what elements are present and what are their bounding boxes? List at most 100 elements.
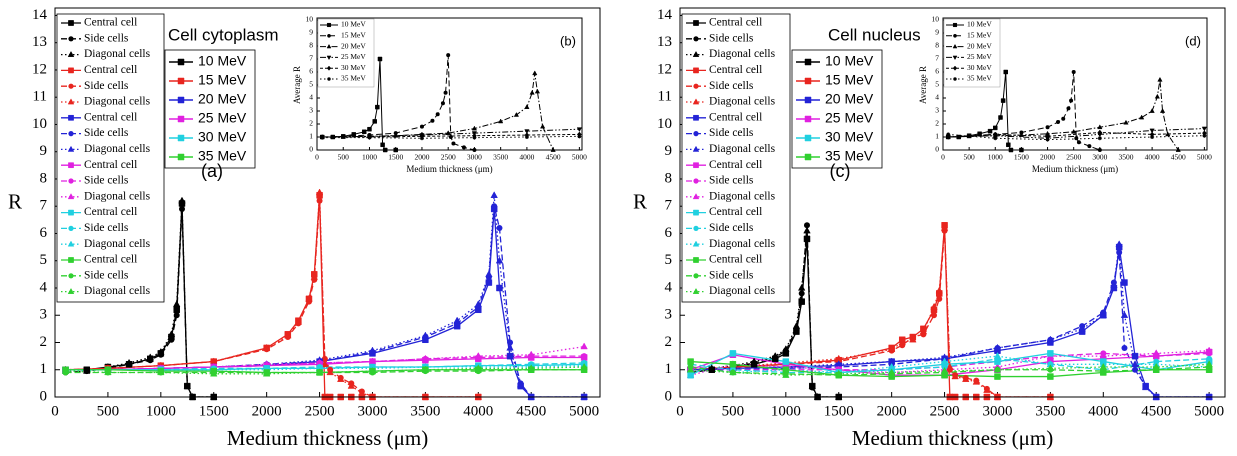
marker (168, 336, 175, 343)
x-axis-label: Medium thickness (μm) (1032, 164, 1118, 174)
legend-label: Central cell (84, 64, 137, 76)
y-tick-label: 10 (657, 116, 672, 132)
marker (804, 134, 812, 142)
x-tick-label: 4000 (519, 153, 534, 162)
marker (419, 136, 424, 141)
marker (474, 392, 483, 400)
marker (377, 56, 383, 62)
marker (1087, 144, 1092, 149)
marker (1116, 249, 1123, 256)
marker (435, 112, 440, 117)
marker (125, 358, 133, 366)
legend-label: 20 MeV (967, 41, 992, 50)
legend-label: 35 MeV (341, 74, 366, 83)
marker (940, 357, 949, 365)
marker (210, 369, 218, 377)
x-tick-label: 4000 (1088, 403, 1118, 419)
marker (580, 342, 588, 350)
marker (471, 125, 478, 131)
marker (320, 135, 325, 140)
y-tick-label: 3 (665, 307, 673, 323)
marker (68, 273, 74, 279)
marker (993, 365, 1002, 373)
marker (177, 96, 185, 104)
marker (496, 284, 503, 292)
marker (887, 345, 896, 352)
marker (67, 98, 75, 105)
marker (172, 300, 181, 307)
x-tick-label: 3000 (1092, 153, 1107, 162)
marker (430, 118, 435, 123)
marker (952, 22, 958, 28)
x-tick-label: 500 (97, 403, 120, 419)
marker (708, 364, 716, 372)
legend-label: 25 MeV (198, 110, 247, 126)
marker (1000, 98, 1006, 103)
marker (83, 366, 91, 374)
series-line (690, 225, 1051, 397)
marker (474, 352, 483, 359)
y-tick-label: 9 (309, 28, 313, 37)
y-tick-label: 3 (935, 106, 939, 115)
marker (474, 364, 483, 372)
marker (1110, 281, 1118, 288)
marker (380, 142, 385, 148)
legend-label: Diagonal cells (84, 96, 151, 108)
marker (993, 136, 998, 141)
marker (368, 392, 377, 400)
marker (693, 162, 699, 169)
marker (1069, 98, 1074, 103)
marker (580, 392, 588, 400)
legend-label: Central cell (709, 64, 762, 76)
legend-label: 10 MeV (967, 20, 992, 29)
x-tick-label: 1500 (199, 403, 229, 419)
marker (977, 131, 982, 136)
y-tick-label: 7 (665, 198, 673, 214)
legend-label: Central cell (709, 111, 762, 123)
marker (835, 369, 843, 377)
y-tick-label: 13 (657, 34, 672, 50)
panel-label: (c) (830, 161, 851, 181)
marker (1152, 362, 1160, 370)
marker (326, 65, 332, 71)
marker (792, 322, 801, 329)
marker (1099, 362, 1108, 370)
y-tick-label: 9 (40, 143, 48, 159)
marker (496, 225, 503, 232)
series-line (322, 133, 580, 138)
marker (692, 145, 700, 152)
marker (693, 273, 699, 279)
y-axis-label: Average R (918, 66, 928, 104)
marker (951, 372, 959, 380)
marker (1205, 346, 1213, 354)
marker (798, 290, 805, 297)
marker (326, 22, 332, 28)
y-tick-label: 2 (40, 334, 48, 350)
marker (953, 34, 957, 38)
marker (1066, 106, 1071, 111)
marker (361, 129, 367, 135)
x-tick-label: 3500 (1035, 403, 1065, 419)
marker (782, 358, 790, 365)
marker (966, 133, 972, 139)
plot-frame (942, 17, 1208, 151)
x-tick-label: 500 (338, 153, 350, 162)
marker (993, 392, 1002, 400)
x-tick-label: 2500 (1066, 153, 1081, 162)
marker (1165, 131, 1171, 137)
marker (68, 67, 74, 74)
x-tick-label: 0 (941, 153, 945, 162)
marker (946, 362, 954, 370)
marker (804, 153, 812, 161)
y-tick-label: 1 (40, 361, 48, 377)
marker (498, 118, 504, 124)
y-tick-label: 0 (665, 388, 673, 404)
marker (887, 368, 896, 376)
legend-label: 20 MeV (341, 41, 366, 50)
marker (1018, 132, 1025, 137)
y-tick-label: 12 (657, 61, 672, 77)
marker (930, 312, 937, 319)
marker (1097, 136, 1102, 141)
marker (1047, 350, 1054, 357)
